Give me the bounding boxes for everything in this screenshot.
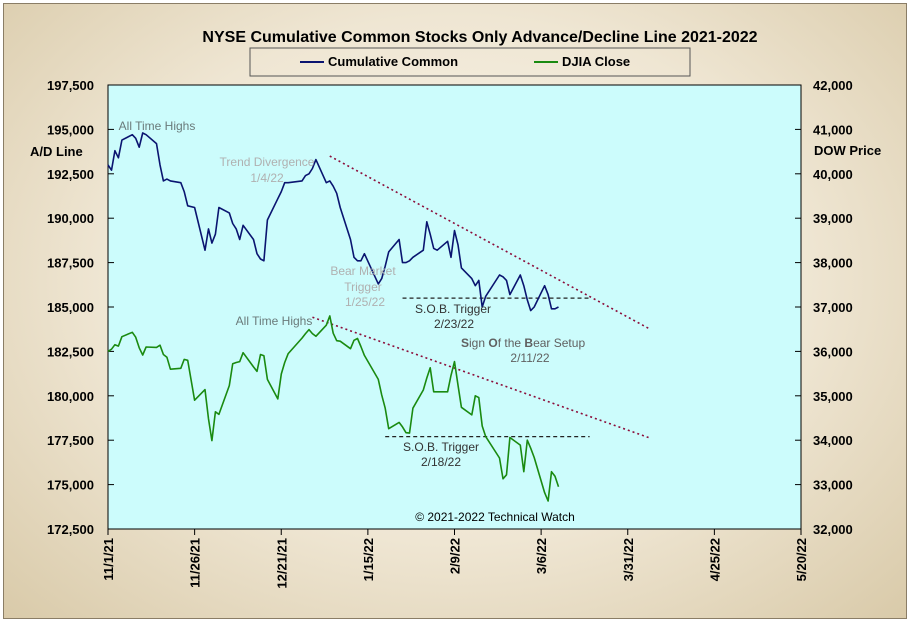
y-tick-label-right: 41,000 [813,122,853,137]
legend-label-djia-close: DJIA Close [562,54,630,69]
y-tick-label-left: 177,500 [47,433,94,448]
annotation-sign-of-the-bear-date: 2/11/22 [510,351,549,365]
annotation-sob-trigger-dow-date: 2/18/22 [421,455,461,469]
y-tick-label-right: 37,000 [813,300,853,315]
legend: Cumulative Common DJIA Close [249,47,691,77]
y-tick-label-left: 195,000 [47,122,94,137]
legend-box [249,47,691,77]
annotation-sob-trigger-dow: S.O.B. Trigger [403,440,479,454]
y-tick-label-left: 175,000 [47,478,94,493]
y-tick-label-right: 42,000 [813,78,853,93]
plot-area [107,84,802,530]
y-axis-label-right: DOW Price [814,143,881,158]
annotation-sign-of-the-bear: Sign Of the Bear Setup [461,336,585,350]
y-tick-label-right: 36,000 [813,344,853,359]
annotation-sob-trigger-ad: S.O.B. Trigger [415,302,491,316]
annotation-all-time-highs-dow: All Time Highs [236,314,313,328]
x-tick-label: 12/21/21 [274,538,289,589]
annotation-sob-trigger-ad-date: 2/23/22 [434,317,474,331]
y-tick-label-left: 197,500 [47,78,94,93]
series-line-cumulative-common [107,132,559,312]
series-line-djia-close [107,315,560,502]
x-tick-label: 11/1/21 [101,538,116,581]
chart: NYSE Cumulative Common Stocks Only Advan… [30,29,881,589]
y-tick-label-left: 185,000 [47,300,94,315]
x-tick-label: 4/25/22 [707,538,722,581]
annotation-bear-market-date: 1/25/22 [345,295,385,309]
x-tick-label: 2/9/22 [448,538,463,574]
annotation-all-time-highs-ad: All Time Highs [119,119,196,133]
y-tick-label-left: 192,500 [47,167,94,182]
y-tick-label-left: 182,500 [47,344,94,359]
y-tick-label-right: 40,000 [813,167,853,182]
y-axis-label-left: A/D Line [30,144,83,159]
copyright: © 2021-2022 Technical Watch [415,510,575,524]
y-tick-label-right: 33,000 [813,478,853,493]
x-tick-label: 3/31/22 [621,538,636,581]
y-tick-label-left: 172,500 [47,522,94,537]
y-tick-label-right: 32,000 [813,522,853,537]
annotation-bear-market: Bear Market [330,264,396,278]
y-tick-label-right: 34,000 [813,433,853,448]
y-tick-label-left: 187,500 [47,256,94,271]
y-tick-label-right: 35,000 [813,389,853,404]
y-tick-label-left: 190,000 [47,211,94,226]
y-tick-label-right: 38,000 [813,256,853,271]
legend-label-cumulative-common: Cumulative Common [328,54,458,69]
x-tick-label: 5/20/22 [794,538,809,581]
ad-downtrend-line [329,155,649,330]
annotation-trend-divergence-date: 1/4/22 [250,171,284,185]
x-tick-label: 3/6/22 [534,538,549,574]
annotation-trend-divergence: Trend Divergence [220,155,315,169]
y-tick-label-left: 180,000 [47,389,94,404]
chart-title: NYSE Cumulative Common Stocks Only Advan… [202,29,757,46]
x-tick-label: 11/26/21 [188,538,203,588]
annotation-bear-market-trigger: Trigger [344,280,382,294]
chart-frame: NYSE Cumulative Common Stocks Only Advan… [3,3,907,619]
y-tick-label-right: 39,000 [813,211,853,226]
x-tick-label: 1/15/22 [361,538,376,581]
